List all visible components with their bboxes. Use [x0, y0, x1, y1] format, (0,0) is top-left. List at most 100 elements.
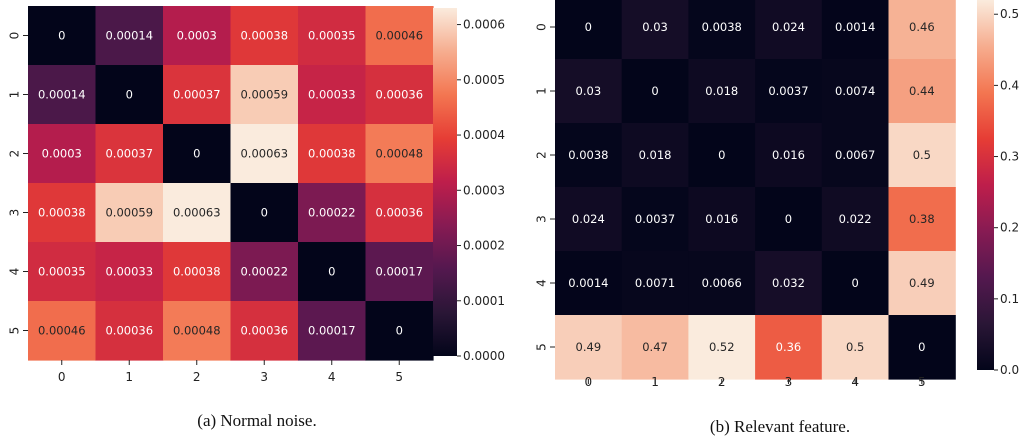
- cell-value-label-a-0-2: 0.0003: [177, 29, 217, 43]
- cell-value-label-b-3-5: 0.38: [909, 212, 935, 226]
- colorbar-ticks-b: 0.0 0.1 0.2 0.3 0.4 0.5: [994, 7, 1019, 377]
- cell-value-label-b-4-1: 0.0071: [635, 276, 675, 290]
- heatmap-cell-a-3-2: [163, 183, 232, 243]
- cell-value-label-b-2-2: 0: [718, 148, 725, 162]
- cell-value-label-b-2-3: 0.016: [772, 148, 805, 162]
- heatmap-cell-a-5-4: [298, 301, 367, 361]
- cell-value-label-b-2-5: 0.5: [913, 148, 931, 162]
- cell-value-label-a-5-0: 0.00046: [38, 324, 86, 338]
- cell-value-label-b-5-5: 0: [918, 340, 925, 354]
- cell-value-label-a-0-1: 0.00014: [105, 29, 153, 43]
- heatmap-cell-a-1-2: [163, 65, 232, 125]
- heatmap-cell-a-5-0: [28, 301, 97, 361]
- cell-value-label-b-0-4: 0.0014: [835, 20, 875, 34]
- x-tick-label-a-0: 0: [58, 370, 66, 384]
- heatmap-cell-a-2-3: [230, 124, 299, 184]
- y-tick-label-a-5: 5: [8, 327, 22, 335]
- heatmap-cell-a-3-3: [230, 183, 299, 243]
- y-tick-label-b-4: 4: [535, 279, 549, 287]
- cell-value-label-b-4-4: 0: [851, 276, 858, 290]
- cell-value-label-b-1-5: 0.44: [909, 84, 935, 98]
- cell-value-label-a-3-1: 0.00059: [105, 206, 153, 220]
- heatmap-cell-a-4-0: [28, 242, 97, 302]
- heatmap-cell-a-4-1: [95, 242, 164, 302]
- cell-value-label-a-5-3: 0.00036: [240, 324, 288, 338]
- cell-value-label-b-5-1: 0.47: [642, 340, 668, 354]
- colorbar-tick-label-a-1: 0.0001: [463, 294, 505, 308]
- cell-value-label-a-0-5: 0.00046: [375, 29, 423, 43]
- x-tick-label-a-3: 3: [260, 370, 268, 384]
- cell-value-label-a-5-4: 0.00017: [308, 324, 356, 338]
- heatmap-cell-b-1-4: [821, 59, 890, 124]
- heatmap-cell-b-1-1: [621, 59, 689, 124]
- cell-value-label-b-5-2: 0.52: [709, 340, 735, 354]
- cell-value-label-a-5-5: 0: [396, 324, 403, 338]
- x-tick-label-b-5: 5: [918, 375, 926, 389]
- cell-value-label-b-1-3: 0.0037: [768, 84, 808, 98]
- heatmap-cell-b-1-2: [688, 59, 756, 124]
- heatmap-cell-a-3-4: [298, 183, 367, 243]
- colorbar-gradient-a: [433, 8, 457, 356]
- colorbar-tick-label-b-1: 0.1: [1000, 292, 1019, 306]
- cell-value-label-b-3-2: 0.016: [705, 212, 738, 226]
- cell-value-label-a-2-3: 0.00063: [240, 147, 288, 161]
- colorbar-tick-label-a-6: 0.0006: [463, 18, 505, 32]
- cell-value-label-a-1-5: 0.00036: [375, 88, 423, 102]
- cell-value-label-b-5-0: 0.49: [576, 340, 602, 354]
- heatmap-cell-a-4-3: [230, 242, 299, 302]
- colorbar-tick-label-a-2: 0.0002: [463, 239, 505, 253]
- heatmap-cell-b-2-1: [621, 123, 689, 188]
- cell-value-label-a-1-2: 0.00037: [173, 88, 221, 102]
- cell-value-label-a-2-1: 0.00037: [105, 147, 153, 161]
- heatmap-cell-a-4-4: [298, 242, 367, 302]
- cell-value-label-b-0-2: 0.0038: [702, 20, 742, 34]
- heatmap-cell-b-0-0: [555, 0, 623, 60]
- cell-value-label-b-4-5: 0.49: [909, 276, 935, 290]
- cell-value-label-b-2-4: 0.0067: [835, 148, 875, 162]
- x-tick-label-a-5: 5: [395, 370, 403, 384]
- heatmap-cell-b-3-5: [888, 187, 956, 252]
- cell-value-label-a-4-2: 0.00038: [173, 265, 221, 279]
- heatmap-cell-b-4-1: [621, 251, 689, 316]
- heatmap-cell-b-3-2: [688, 187, 756, 252]
- heatmap-cell-a-5-3: [230, 301, 299, 361]
- cell-value-label-b-3-3: 0: [785, 212, 792, 226]
- heatmap-cell-b-0-5: [888, 0, 956, 60]
- heatmap-cell-b-5-3: [755, 315, 823, 380]
- heatmap-cell-a-4-5: [365, 242, 434, 302]
- heatmap-cell-b-4-0: [555, 251, 623, 316]
- cell-value-label-a-3-2: 0.00063: [173, 206, 221, 220]
- heatmap-cell-b-1-0: [555, 59, 623, 124]
- heatmap-cell-a-5-1: [95, 301, 164, 361]
- colorbar-tick-label-a-4: 0.0004: [463, 128, 505, 142]
- y-tick-label-a-2: 2: [8, 150, 22, 158]
- heatmap-cell-a-3-1: [95, 183, 164, 243]
- heatmap-cell-b-3-0: [555, 187, 623, 252]
- heatmap-cell-b-4-2: [688, 251, 756, 316]
- cell-value-label-a-0-0: 0: [58, 29, 65, 43]
- y-tick-label-b-1: 1: [535, 87, 549, 95]
- cell-value-label-b-1-2: 0.018: [705, 84, 738, 98]
- heatmap-cell-a-0-4: [298, 6, 367, 66]
- heatmap-cell-b-4-5: [888, 251, 956, 316]
- heatmap-cell-b-0-3: [755, 0, 823, 60]
- heatmap-panel-a: 0 0.00014 0.0003 0.00038 0.00035 0.000460.000…: [8, 6, 505, 430]
- cell-value-label-a-1-3: 0.00059: [240, 88, 288, 102]
- cell-value-label-b-3-4: 0.022: [839, 212, 872, 226]
- y-tick-label-b-5: 5: [535, 343, 549, 351]
- heatmap-cell-a-3-0: [28, 183, 97, 243]
- cell-value-label-b-1-0: 0.03: [576, 84, 602, 98]
- caption-a: (a) Normal noise.: [197, 411, 316, 430]
- cell-value-label-a-3-0: 0.00038: [38, 206, 86, 220]
- cell-value-label-a-3-4: 0.00022: [308, 206, 356, 220]
- y-tick-label-b-0: 0: [535, 23, 549, 31]
- heatmap-cell-b-0-2: [688, 0, 756, 60]
- heatmap-cell-a-0-5: [365, 6, 434, 66]
- colorbar-ticks-a: 0.0000 0.0001 0.0002 0.0003 0.0004 0.0005 0.00…: [457, 18, 505, 363]
- cell-value-label-b-1-1: 0: [651, 84, 658, 98]
- x-tick-label-b-1: 1: [651, 375, 659, 389]
- cell-value-label-b-5-3: 0.36: [776, 340, 802, 354]
- heatmap-cell-b-0-1: [621, 0, 689, 60]
- heatmap-cells-a: 0 0.00014 0.0003 0.00038 0.00035 0.00046 0.000…: [28, 6, 434, 361]
